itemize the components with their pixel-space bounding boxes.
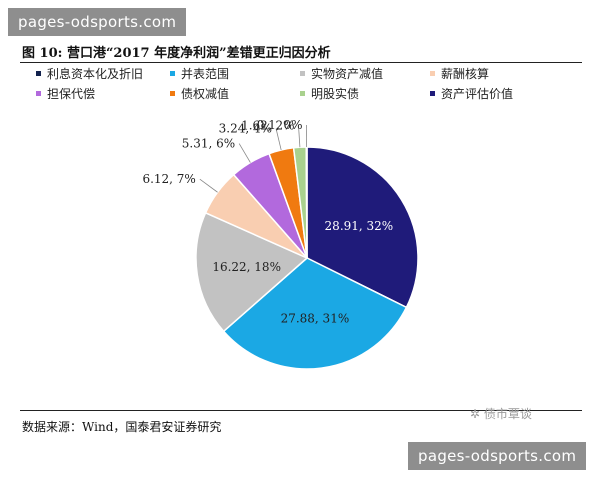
bottom-rule (20, 410, 582, 411)
wechat-icon: ✲ (470, 407, 484, 421)
watermark-top: pages-odsports.com (8, 8, 187, 36)
legend-swatch (430, 71, 435, 76)
legend-swatch (170, 91, 175, 96)
slice-data-label: 1.62, 2% (241, 118, 294, 132)
legend-swatch (36, 71, 41, 76)
legend-label: 债权减值 (181, 86, 229, 101)
legend-label: 实物资产减值 (311, 66, 383, 81)
legend-swatch (36, 91, 41, 96)
slice-data-label: 3.24, 4% (219, 122, 272, 136)
pie-slice (222, 257, 408, 370)
slice-data-label: 27.88, 31% (281, 312, 350, 326)
slice-data-label: 0.1, 0% (257, 118, 303, 132)
legend-label: 担保代偿 (47, 86, 95, 101)
label-leader-line (275, 128, 282, 151)
stamp-text: 债市覃谈 (483, 407, 532, 421)
legend-swatch (430, 91, 435, 96)
pie-slice (305, 146, 308, 259)
wechat-stamp: ✲ 债市覃谈 (470, 405, 532, 422)
label-leader-line (238, 143, 251, 163)
legend-swatch (300, 71, 305, 76)
legend-label: 利息资本化及折旧 (47, 66, 143, 81)
legend-swatch (300, 91, 305, 96)
pie-slice (195, 211, 309, 333)
pie-slice (306, 146, 419, 309)
legend-label: 薪酬核算 (441, 66, 489, 81)
legend-label: 并表范围 (181, 67, 229, 81)
top-rule (20, 62, 582, 63)
label-leader-line (298, 125, 301, 148)
pie-slices (195, 146, 419, 370)
slice-data-label: 6.12, 7% (142, 172, 195, 186)
slice-data-label: 28.91, 32% (325, 219, 394, 233)
slice-data-label: 16.22, 18% (212, 260, 281, 274)
figure-title: 图 10: 营口港“2017 年度净利润”差错更正归因分析 (22, 46, 331, 61)
slice-data-label: 5.31, 6% (182, 137, 235, 151)
source-note: 数据来源：Wind，国泰君安证券研究 (22, 420, 222, 434)
legend-label: 明股实债 (311, 86, 359, 101)
label-leader-line (199, 178, 218, 193)
watermark-bottom: pages-odsports.com (408, 442, 587, 470)
data-labels: 28.91, 32% 27.88, 31% 16.22, 18% 6.12, 7% 5.… (142, 118, 393, 326)
legend-label: 资产评估价值 (441, 86, 513, 101)
legend-swatch (170, 71, 175, 76)
